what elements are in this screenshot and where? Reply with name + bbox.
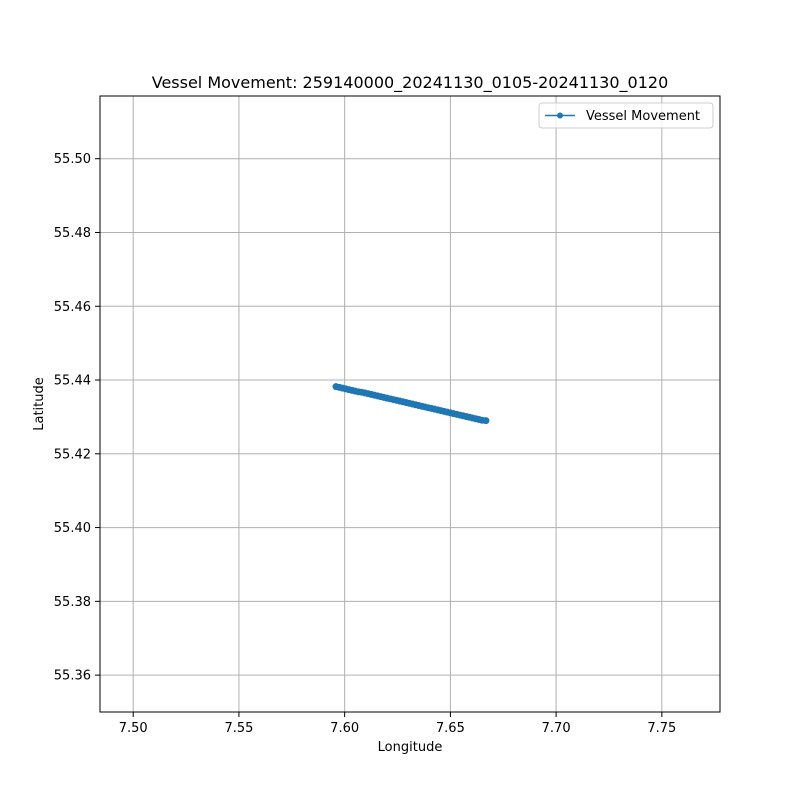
y-tick-label: 55.48 — [54, 226, 91, 241]
x-tick-label: 7.75 — [647, 721, 676, 736]
axis-ticks: 7.50 7.55 7.60 7.65 7.70 7.75 55.36 55.38 55.40 5… — [54, 152, 677, 736]
y-tick-label: 55.38 — [54, 595, 91, 610]
y-tick-label: 55.36 — [54, 669, 91, 684]
legend-label-vessel-movement: Vessel Movement — [586, 109, 700, 124]
legend: Vessel Movement — [538, 102, 714, 129]
chart-title: Vessel Movement: 259140000_20241130_0105… — [152, 73, 669, 93]
data-point — [482, 417, 490, 425]
y-tick-label: 55.50 — [54, 152, 91, 167]
grid-lines — [100, 96, 720, 712]
series-layer — [332, 383, 490, 425]
y-tick-label: 55.44 — [54, 374, 91, 389]
y-tick-label: 55.42 — [54, 447, 91, 462]
x-tick-label: 7.65 — [436, 721, 465, 736]
legend-marker-swatch — [557, 112, 563, 119]
y-tick-label: 55.40 — [54, 521, 91, 536]
x-axis-label: Longitude — [378, 740, 443, 755]
x-tick-label: 7.70 — [542, 721, 571, 736]
y-tick-label: 55.46 — [54, 300, 91, 315]
x-tick-label: 7.55 — [224, 721, 253, 736]
y-axis-label: Latitude — [32, 377, 47, 431]
x-tick-label: 7.50 — [119, 721, 148, 736]
legend-box — [538, 102, 714, 129]
plot-frame — [99, 95, 721, 713]
x-tick-label: 7.60 — [330, 721, 359, 736]
